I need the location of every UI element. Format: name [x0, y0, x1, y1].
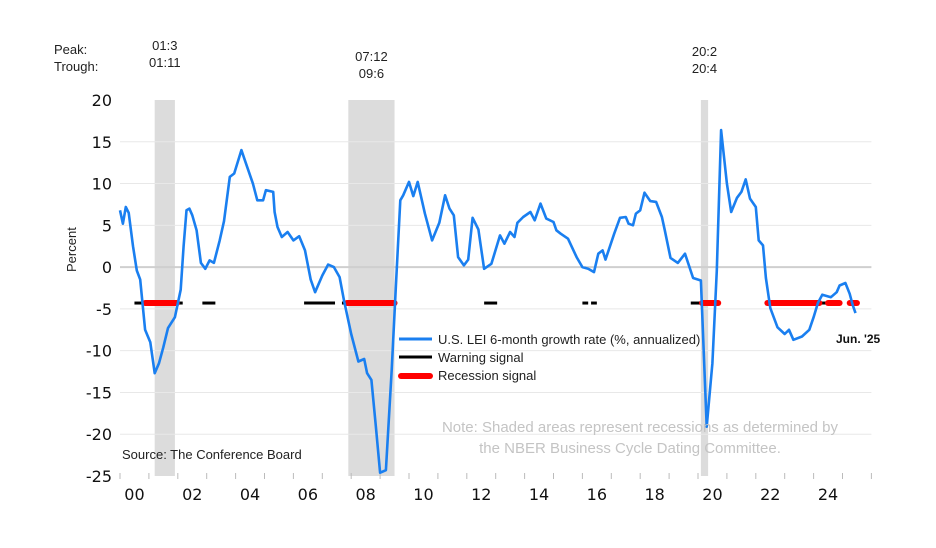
recession-peak-label: 20:2: [692, 44, 717, 59]
x-tick-label: 10: [413, 485, 433, 504]
x-axis: 00 02 04 06 08 10 12 14 16 18 20 22 24: [119, 473, 872, 504]
note-line-2: the NBER Business Cycle Dating Committee…: [479, 440, 781, 457]
recession-band: [154, 100, 175, 476]
trough-label: Trough:: [54, 59, 98, 74]
x-tick-label: 02: [182, 485, 202, 504]
recession-band: [700, 100, 709, 476]
peak-label: Peak:: [54, 42, 87, 57]
x-tick-label: 00: [124, 485, 144, 504]
recession-shading-group: 01:3 01:11 07:12 09:6 20:2 20:4: [149, 38, 717, 476]
y-tick-label: -25: [86, 467, 112, 486]
recession-peak-label: 07:12: [355, 49, 388, 64]
y-tick-label: 20: [92, 91, 112, 110]
y-tick-label: -20: [86, 425, 112, 444]
x-tick-label: 24: [818, 485, 838, 504]
y-tick-label: -15: [86, 383, 112, 402]
recession-trough-label: 01:11: [149, 55, 181, 70]
x-tick-label: 12: [471, 485, 491, 504]
x-tick-label: 20: [702, 485, 722, 504]
y-tick-label: 10: [92, 175, 112, 194]
x-tick-label: 18: [644, 485, 664, 504]
y-axis-label: Percent: [64, 227, 79, 272]
y-tick-label: 5: [102, 216, 112, 235]
recession-trough-label: 09:6: [359, 66, 384, 81]
x-tick-label: 16: [587, 485, 607, 504]
end-date-label: Jun. '25: [836, 332, 881, 346]
recession-band: [348, 100, 395, 476]
x-tick-label: 08: [355, 485, 375, 504]
x-tick-label: 14: [529, 485, 549, 504]
legend-label-recession: Recession signal: [438, 368, 536, 383]
y-tick-label: -5: [96, 300, 112, 319]
x-tick-label: 22: [760, 485, 780, 504]
lei-series-line: [118, 128, 857, 474]
y-tick-label: 0: [102, 258, 112, 277]
recession-trough-label: 20:4: [692, 61, 717, 76]
x-tick-label: 04: [240, 485, 260, 504]
source-label: Source: The Conference Board: [122, 447, 302, 462]
legend-label-lei: U.S. LEI 6-month growth rate (%, annuali…: [438, 332, 700, 347]
gridlines: [120, 141, 872, 435]
y-tick-label: 15: [92, 133, 112, 152]
y-tick-label: -10: [86, 342, 112, 361]
legend: U.S. LEI 6-month growth rate (%, annuali…: [398, 332, 700, 383]
x-tick-label: 06: [298, 485, 318, 504]
note-line-1: Note: Shaded areas represent recessions …: [442, 419, 839, 436]
recession-peak-label: 01:3: [152, 38, 177, 53]
y-axis: 20 15 10 5 0 -5 -10 -15 -20 -25: [86, 91, 112, 486]
legend-label-warning: Warning signal: [438, 350, 524, 365]
